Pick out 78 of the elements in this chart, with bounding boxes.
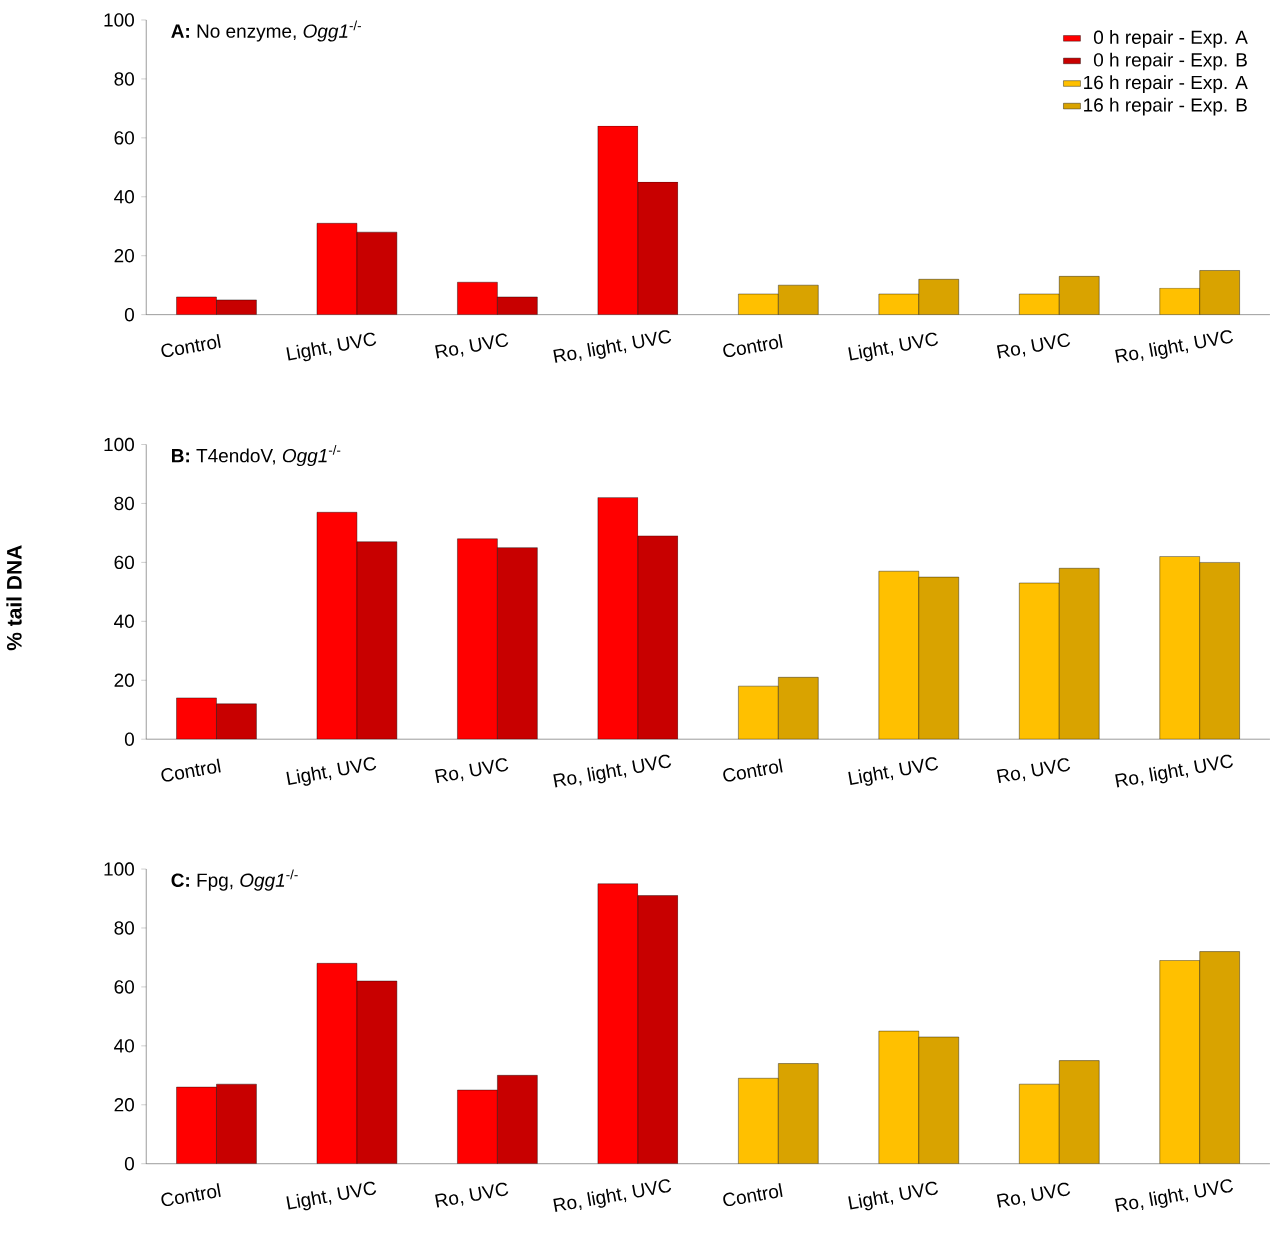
- y-tick-label: 40: [114, 1039, 134, 1053]
- x-tick-label: Light, UVC: [286, 1181, 377, 1211]
- y-tick-label: 100: [104, 437, 134, 452]
- x-tick-label: Light, UVC: [848, 757, 939, 786]
- y-tick-label: 0: [124, 732, 134, 747]
- legend-label: 16 h repair - Exp. B: [1084, 97, 1247, 116]
- bar: [918, 577, 959, 740]
- bar: [457, 538, 498, 740]
- x-tick-label: Control: [161, 758, 221, 782]
- bar: [738, 686, 779, 740]
- bar: [878, 1031, 919, 1164]
- y-tick-label: 20: [114, 673, 134, 688]
- x-tick-label: Ro, light, UVC: [553, 1179, 672, 1213]
- bar: [1159, 556, 1200, 740]
- y-tick-label: 60: [114, 980, 134, 994]
- legend-label: 0 h repair - Exp. B: [1093, 52, 1247, 71]
- x-tick-label: Control: [723, 1183, 783, 1207]
- bar: [778, 285, 819, 315]
- x-tick-label: Control: [723, 334, 783, 358]
- x-tick-label: Light, UVC: [848, 332, 939, 362]
- x-tick-label: Ro, light, UVC: [553, 330, 672, 364]
- bar: [1159, 288, 1200, 315]
- legend-label: 0 h repair - Exp. A: [1093, 30, 1248, 48]
- bar: [1059, 276, 1100, 315]
- x-tick-label: Ro, light, UVC: [1115, 330, 1234, 364]
- bar: [1199, 562, 1240, 740]
- bar: [1059, 568, 1100, 740]
- bar: [597, 497, 639, 740]
- x-tick-label: Ro, UVC: [435, 758, 509, 784]
- bar: [1059, 1060, 1100, 1164]
- y-tick-label: 0: [124, 1157, 134, 1171]
- chart-title: C: Fpg, Ogg1$^{-/-}$: [171, 869, 298, 891]
- bar: [1199, 951, 1240, 1164]
- bar: [778, 1063, 819, 1164]
- bar: [878, 294, 919, 315]
- y-tick-label: 60: [114, 555, 134, 570]
- bar: [738, 1078, 779, 1164]
- y-tick-label: 60: [114, 131, 134, 145]
- x-tick-label: Control: [161, 1183, 221, 1207]
- x-tick-label: Control: [161, 334, 221, 358]
- y-tick-label: 20: [114, 249, 134, 263]
- bar: [1199, 270, 1240, 315]
- bar: [176, 698, 217, 740]
- bar: [1019, 1084, 1060, 1164]
- y-tick-label: 80: [114, 496, 134, 511]
- x-tick-label: Ro, UVC: [435, 1182, 509, 1208]
- y-tick-label: 40: [114, 614, 134, 629]
- bar: [918, 1037, 959, 1164]
- bar: [878, 571, 919, 740]
- x-tick-label: Ro, UVC: [996, 1182, 1071, 1208]
- y-axis-title: % tail DNA: [6, 545, 22, 651]
- bar: [316, 512, 357, 740]
- bar: [778, 677, 819, 740]
- x-tick-label: Ro, light, UVC: [1115, 754, 1234, 788]
- x-tick-label: Control: [723, 758, 783, 782]
- chart-title: B: T4endoV, Ogg1$^{-/-}$: [172, 445, 341, 467]
- bar: [1019, 294, 1060, 315]
- legend-label: 16 h repair - Exp. A: [1084, 75, 1248, 94]
- x-tick-label: Ro, UVC: [996, 333, 1071, 359]
- x-tick-label: Light, UVC: [286, 332, 377, 362]
- y-tick-label: 80: [114, 72, 134, 86]
- x-tick-label: Light, UVC: [286, 757, 377, 786]
- bar: [1019, 583, 1060, 740]
- bar: [918, 279, 959, 315]
- chart-title: A: No enzyme, Ogg1$^{-/-}$: [171, 20, 361, 42]
- y-tick-label: 20: [114, 1098, 134, 1112]
- y-tick-label: 0: [124, 308, 134, 322]
- x-tick-label: Ro, light, UVC: [553, 754, 672, 788]
- bar: [1159, 960, 1200, 1164]
- bar: [738, 294, 779, 315]
- x-tick-label: Ro, UVC: [996, 758, 1071, 784]
- x-tick-label: Ro, UVC: [435, 333, 509, 359]
- y-tick-label: 100: [104, 13, 134, 27]
- x-tick-label: Light, UVC: [848, 1181, 939, 1211]
- y-tick-label: 40: [114, 190, 134, 204]
- x-tick-label: Ro, light, UVC: [1115, 1179, 1234, 1213]
- y-tick-label: 100: [104, 862, 134, 876]
- y-tick-label: 80: [114, 921, 134, 935]
